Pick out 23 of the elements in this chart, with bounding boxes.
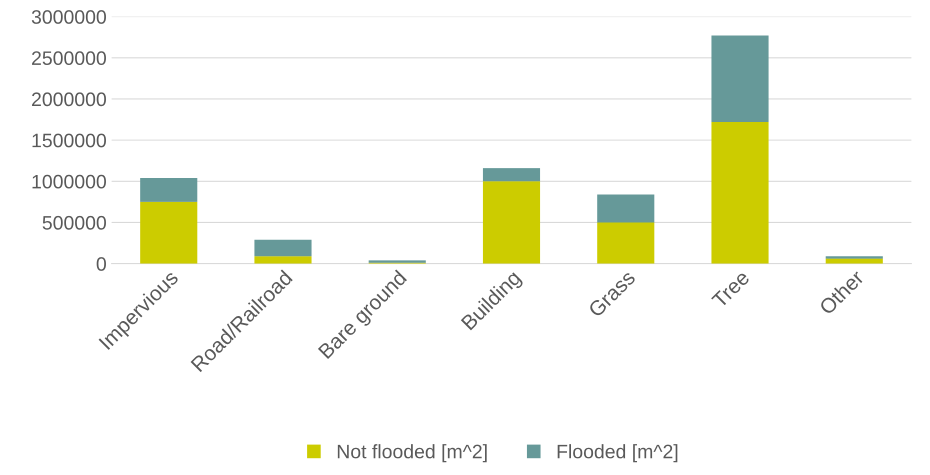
y-tick-label: 1500000 <box>32 134 106 148</box>
y-tick-label: 3000000 <box>32 10 106 24</box>
bar <box>254 240 312 256</box>
legend-label: Flooded [m^2] <box>558 444 678 462</box>
bar <box>368 260 426 263</box>
legend-label: Not flooded [m^2] <box>338 444 487 462</box>
y-tick-label: 2500000 <box>32 51 106 66</box>
bar <box>711 122 769 264</box>
bar <box>597 194 654 222</box>
bar <box>140 202 198 264</box>
bar <box>482 181 540 264</box>
bar <box>597 222 654 264</box>
bar <box>140 178 198 202</box>
bar <box>254 256 312 264</box>
bar <box>826 256 883 259</box>
bar <box>482 168 540 182</box>
y-tick-label: 0 <box>96 257 106 271</box>
x-tick-label: Tree <box>711 270 750 309</box>
y-tick-label: 2000000 <box>32 92 106 106</box>
y-tick-label: 500000 <box>42 216 106 230</box>
bar <box>711 36 769 122</box>
y-tick-label: 1000000 <box>32 174 106 189</box>
bar <box>826 258 883 264</box>
